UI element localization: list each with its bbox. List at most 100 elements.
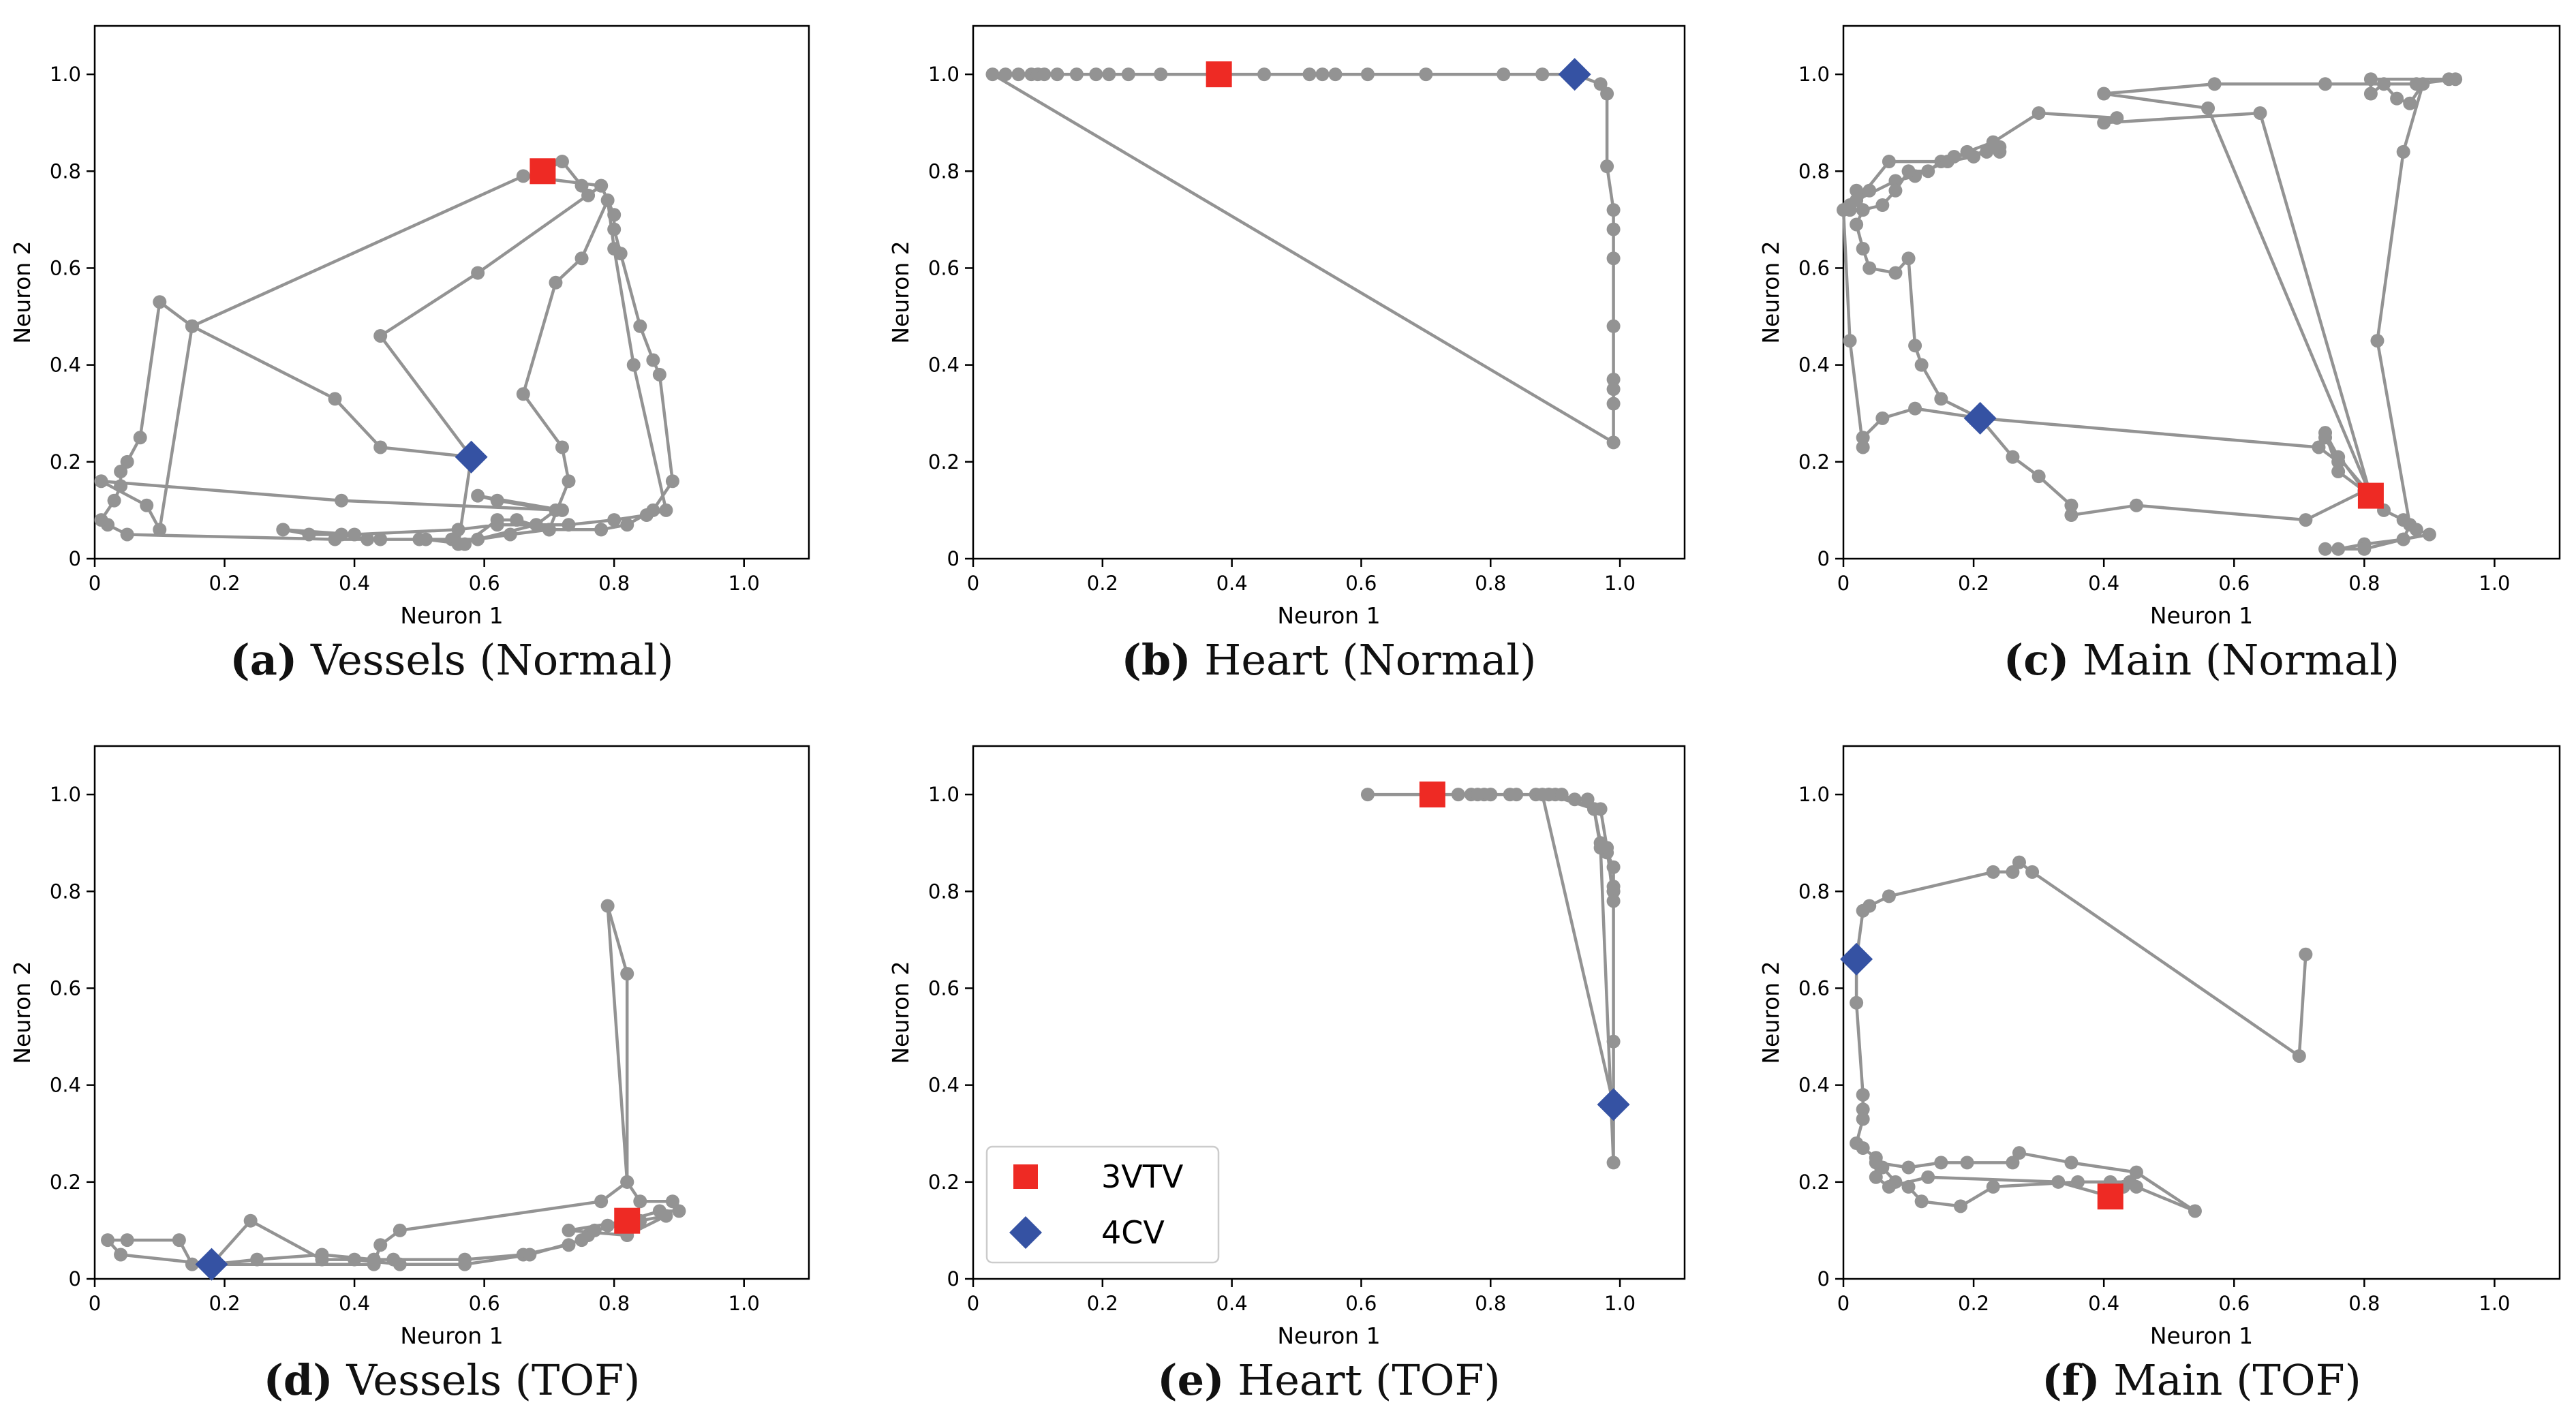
trajectory-point bbox=[1934, 392, 1948, 406]
trajectory-point bbox=[1856, 242, 1870, 256]
trajectory-point bbox=[1862, 183, 1877, 198]
x-tick-label: 0.8 bbox=[2348, 1292, 2380, 1315]
plot-frame bbox=[93, 25, 810, 560]
trajectory-point bbox=[2051, 1175, 2066, 1189]
trajectory-point bbox=[1914, 358, 1929, 372]
trajectory-point bbox=[2123, 1175, 2137, 1189]
x-tick-label: 0.6 bbox=[2218, 1292, 2250, 1315]
x-tick-label: 1.0 bbox=[729, 1292, 760, 1315]
trajectory-point bbox=[1328, 67, 1343, 82]
trajectory-point bbox=[2012, 855, 2026, 869]
trajectory-point bbox=[2188, 1204, 2202, 1218]
panel-caption: (f) Main (TOF) bbox=[2042, 1355, 2361, 1405]
legend-box bbox=[985, 1145, 1220, 1264]
trajectory-point bbox=[562, 474, 576, 489]
x-axis-label: Neuron 1 bbox=[2150, 602, 2253, 629]
trajectory-point bbox=[348, 527, 362, 542]
x-tick-label: 0.4 bbox=[2088, 572, 2119, 595]
trajectory-point bbox=[574, 179, 589, 193]
trajectory-point bbox=[120, 1233, 134, 1248]
plot-frame bbox=[972, 25, 1686, 560]
x-axis-label: Neuron 1 bbox=[1277, 1322, 1380, 1349]
panel-caption-text: Main (Normal) bbox=[2083, 635, 2399, 685]
trajectory-point bbox=[393, 1257, 407, 1271]
trajectory-point bbox=[2129, 1165, 2143, 1179]
panel-caption-space bbox=[1224, 1355, 1238, 1405]
y-tick-label: 0.4 bbox=[1798, 354, 1830, 377]
trajectory-point bbox=[1888, 266, 1903, 280]
trajectory-point bbox=[133, 431, 147, 445]
trajectory-line bbox=[1854, 861, 2307, 1213]
chart-panel-2: 0 0.2 0.4 0.6 0.8 1.0 0 0.2 0.4 0.6 0.8 1.0 Neuron 1… bbox=[887, 25, 1686, 685]
panel-caption: (e) Heart (TOF) bbox=[1157, 1355, 1500, 1405]
trajectory-point bbox=[985, 67, 1000, 82]
trajectory-point bbox=[107, 493, 121, 508]
trajectory-point bbox=[276, 523, 290, 537]
trajectory-point bbox=[672, 1204, 686, 1218]
trajectory-point bbox=[2012, 1146, 2026, 1160]
trajectory-point bbox=[2449, 72, 2463, 87]
trajectory-point bbox=[562, 518, 576, 532]
y-tick-label: 1.0 bbox=[928, 783, 960, 806]
trajectory-point bbox=[549, 275, 563, 290]
x-tick-label: 0.8 bbox=[598, 1292, 630, 1315]
trajectory-point bbox=[607, 242, 622, 256]
y-tick-label: 0.2 bbox=[50, 450, 81, 474]
trajectory-point bbox=[1856, 203, 1870, 217]
trajectory-point bbox=[633, 1194, 647, 1209]
trajectory-point bbox=[471, 489, 485, 503]
trajectory-point bbox=[1102, 67, 1116, 82]
trajectory-point bbox=[2331, 542, 2346, 556]
trajectory-point bbox=[1901, 1179, 1916, 1194]
trajectory-point bbox=[1940, 155, 1954, 169]
trajectory-point bbox=[516, 387, 530, 401]
trajectory-point bbox=[600, 193, 615, 207]
trajectory-point bbox=[555, 155, 569, 169]
trajectory-point bbox=[1606, 1034, 1621, 1049]
trajectory-line bbox=[1841, 77, 2457, 551]
y-tick-label: 1.0 bbox=[928, 63, 960, 86]
trajectory-point bbox=[1856, 1141, 1870, 1156]
y-tick-label: 0.6 bbox=[1798, 976, 1830, 1000]
panel-caption-space bbox=[333, 1355, 347, 1405]
x-tick-label: 0.6 bbox=[469, 572, 500, 595]
trajectory-point bbox=[1856, 1102, 1870, 1117]
trajectory-point bbox=[1606, 372, 1621, 386]
trajectory-point bbox=[574, 251, 589, 266]
panel-caption-tag: (e) bbox=[1157, 1355, 1224, 1405]
trajectory-point bbox=[665, 474, 679, 489]
trajectory-point bbox=[1567, 792, 1582, 807]
plot-frame bbox=[972, 745, 1686, 1280]
trajectory-point bbox=[2064, 498, 2079, 512]
trajectory-point bbox=[1600, 841, 1614, 855]
trajectory-point bbox=[1850, 183, 1864, 198]
trajectory-point bbox=[1121, 67, 1135, 82]
trajectory-point bbox=[1862, 261, 1877, 275]
trajectory-point bbox=[1419, 67, 1433, 82]
trajectory-point bbox=[243, 1213, 258, 1228]
y-tick-label: 0.6 bbox=[1798, 256, 1830, 279]
x-tick-label: 0.2 bbox=[1087, 572, 1118, 595]
trajectory-point bbox=[2253, 106, 2267, 120]
y-tick-label: 1.0 bbox=[50, 63, 81, 86]
trajectory-point bbox=[1888, 174, 1903, 188]
trajectory-point bbox=[418, 532, 433, 546]
trajectory-point bbox=[659, 1209, 673, 1223]
trajectory-point bbox=[94, 474, 108, 489]
trajectory-point bbox=[1960, 1156, 1974, 1170]
trajectory-point bbox=[1934, 1156, 1948, 1170]
trajectory-point bbox=[998, 67, 1013, 82]
panel-caption-space bbox=[2069, 635, 2083, 685]
x-tick-label: 0.2 bbox=[209, 1292, 240, 1315]
y-tick-label: 0.8 bbox=[50, 159, 81, 183]
trajectory-point bbox=[2207, 77, 2222, 91]
trajectory-point bbox=[2377, 77, 2391, 91]
trajectory-point bbox=[510, 513, 524, 527]
trajectory-point bbox=[1856, 903, 1870, 918]
x-tick-label: 0.4 bbox=[1216, 572, 1248, 595]
trajectory-point bbox=[1869, 1170, 1883, 1184]
trajectory-point bbox=[458, 1257, 472, 1271]
trajectory-point bbox=[1089, 67, 1103, 82]
y-tick-label: 0.6 bbox=[50, 256, 81, 279]
